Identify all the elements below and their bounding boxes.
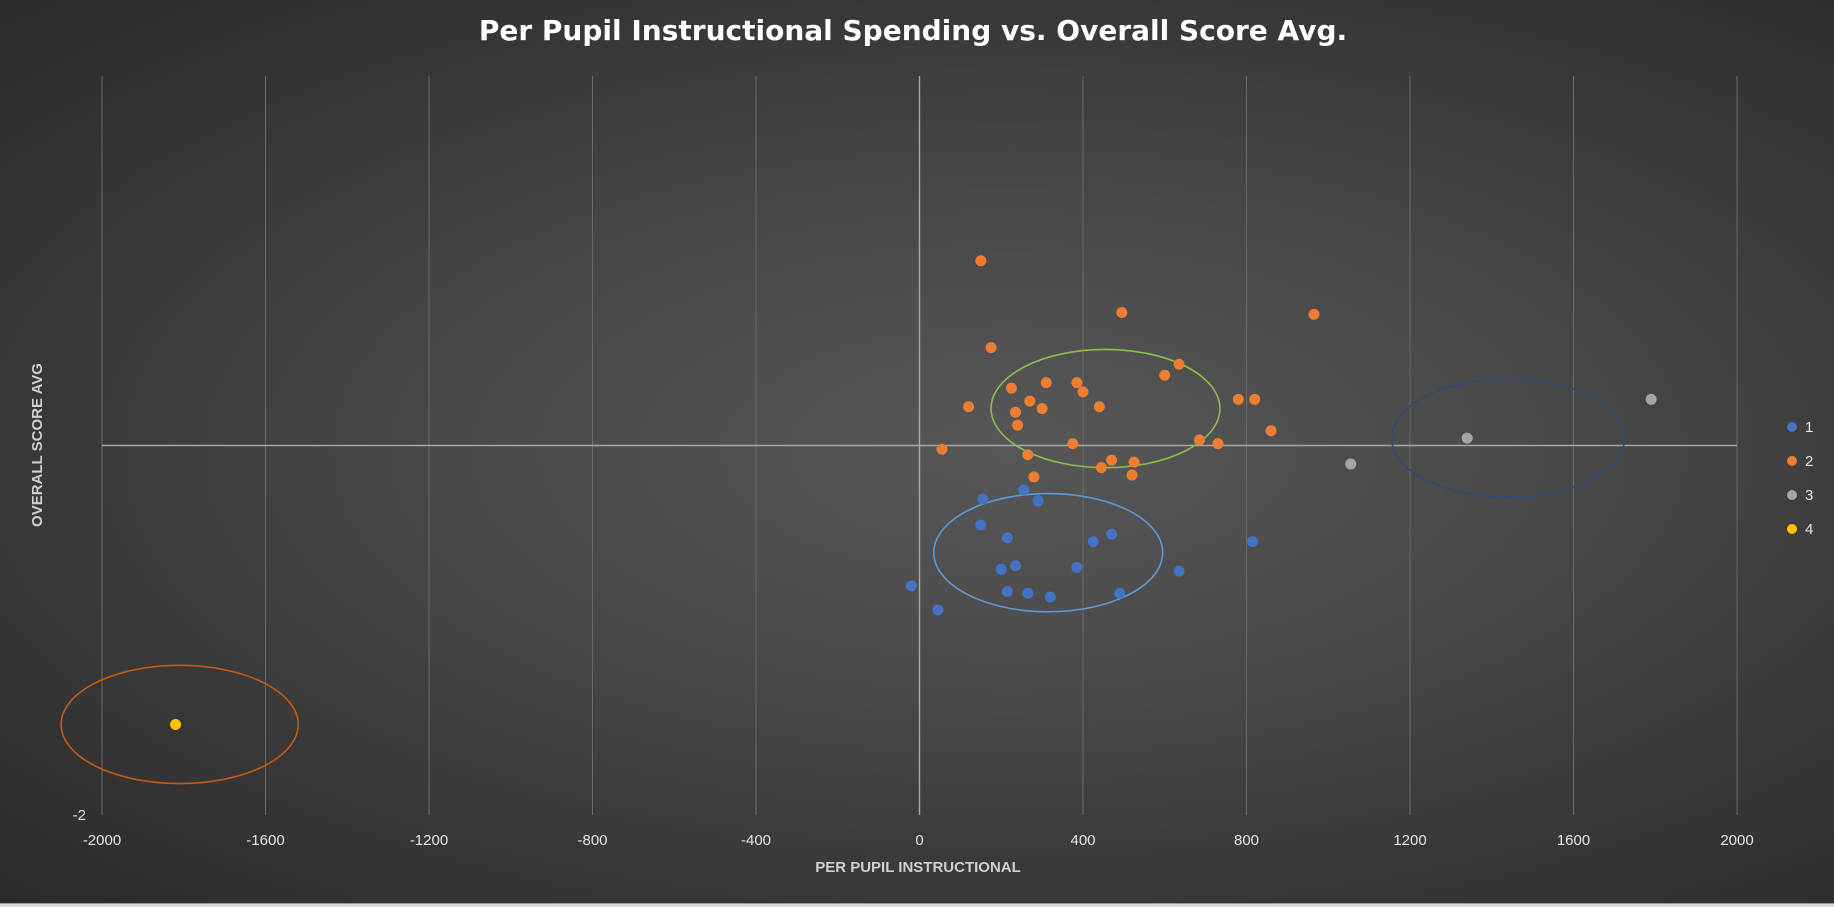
data-point-series-2: [1232, 393, 1244, 405]
x-tick-label: -1200: [410, 832, 448, 849]
data-point-series-1: [1010, 560, 1022, 572]
cluster-ellipses: [60, 348, 1626, 785]
data-point-series-1: [975, 519, 987, 531]
x-tick-label: -400: [741, 832, 771, 849]
sheet-edge: [0, 903, 1834, 907]
cluster-ellipse: [933, 492, 1164, 613]
data-point-series-3: [1345, 458, 1357, 470]
data-point-series-1: [1001, 585, 1013, 597]
data-point-series-2: [1077, 386, 1089, 398]
y-axis-title: OVERALL SCORE AVG: [29, 363, 46, 527]
data-point-series-1: [995, 563, 1007, 575]
data-point-series-2: [936, 443, 948, 455]
legend-marker-4: [1787, 524, 1797, 534]
legend: 1 2 3 4: [1787, 419, 1813, 538]
x-tick-label: -2000: [83, 832, 121, 849]
data-point-series-1: [1044, 591, 1056, 603]
data-point-series-1: [905, 580, 917, 592]
data-point-series-2: [1024, 395, 1036, 407]
x-tick-label: 1600: [1557, 832, 1590, 849]
data-point-series-2: [963, 401, 975, 413]
data-point-series-2: [1116, 306, 1128, 318]
data-point-series-1: [1032, 495, 1044, 507]
chart-title: Per Pupil Instructional Spending vs. Ove…: [479, 14, 1347, 47]
data-point-series-2: [1040, 377, 1052, 389]
data-point-series-1: [1247, 536, 1259, 548]
legend-marker-3: [1787, 490, 1797, 500]
y-tick-label: -2: [73, 807, 86, 824]
data-point-series-2: [1036, 403, 1048, 415]
data-point-series-1: [1087, 536, 1099, 548]
data-point-series-2: [1012, 419, 1024, 431]
data-point-series-2: [1106, 454, 1118, 466]
data-point-series-1: [1114, 587, 1126, 599]
data-points: [170, 255, 1657, 730]
x-axis-title: PER PUPIL INSTRUCTIONAL: [815, 859, 1021, 876]
data-point-series-2: [1126, 469, 1138, 481]
axis-ticks: -2000 -1600 -1200 -800 -400 0 400 800 1200 1600 20…: [73, 807, 1754, 849]
data-point-series-1: [1018, 484, 1030, 496]
cluster-ellipse: [60, 664, 300, 785]
legend-label-1: 1: [1805, 419, 1813, 436]
legend-label-4: 4: [1805, 521, 1813, 538]
data-point-series-1: [932, 604, 944, 616]
x-tick-label: -1600: [246, 832, 284, 849]
data-point-series-2: [1308, 308, 1320, 320]
data-point-series-2: [1193, 434, 1205, 446]
data-point-series-3: [1645, 393, 1657, 405]
data-point-series-2: [1010, 406, 1022, 418]
data-point-series-2: [975, 255, 987, 267]
data-point-series-2: [1005, 382, 1017, 394]
data-point-series-2: [1028, 471, 1040, 483]
data-point-series-2: [1249, 393, 1261, 405]
grid: [101, 76, 1738, 815]
legend-label-3: 3: [1805, 487, 1813, 504]
x-tick-label: 0: [915, 832, 923, 849]
data-point-series-1: [977, 493, 989, 505]
legend-marker-1: [1787, 422, 1797, 432]
x-tick-label: 400: [1070, 832, 1095, 849]
data-point-series-2: [1128, 456, 1140, 468]
data-point-series-2: [1159, 369, 1171, 381]
data-point-series-1: [1022, 587, 1034, 599]
data-point-series-1: [1071, 561, 1083, 573]
data-point-series-2: [1173, 358, 1185, 370]
data-point-series-1: [1106, 528, 1118, 540]
x-tick-label: 1200: [1393, 832, 1426, 849]
data-point-series-2: [1212, 438, 1224, 450]
data-point-series-4: [170, 718, 182, 730]
x-tick-label: 800: [1234, 832, 1259, 849]
data-point-series-2: [985, 342, 997, 354]
legend-marker-2: [1787, 456, 1797, 466]
data-point-series-2: [1095, 462, 1107, 474]
cluster-ellipse: [1390, 378, 1626, 499]
legend-label-2: 2: [1805, 453, 1813, 470]
data-point-series-2: [1265, 425, 1277, 437]
data-point-series-2: [1022, 449, 1034, 461]
data-point-series-3: [1461, 432, 1473, 444]
data-point-series-1: [1173, 565, 1185, 577]
x-tick-label: -800: [577, 832, 607, 849]
data-point-series-2: [1071, 377, 1083, 389]
data-point-series-2: [1067, 438, 1079, 450]
data-point-series-2: [1093, 401, 1105, 413]
x-tick-label: 2000: [1720, 832, 1753, 849]
data-point-series-1: [1001, 532, 1013, 544]
